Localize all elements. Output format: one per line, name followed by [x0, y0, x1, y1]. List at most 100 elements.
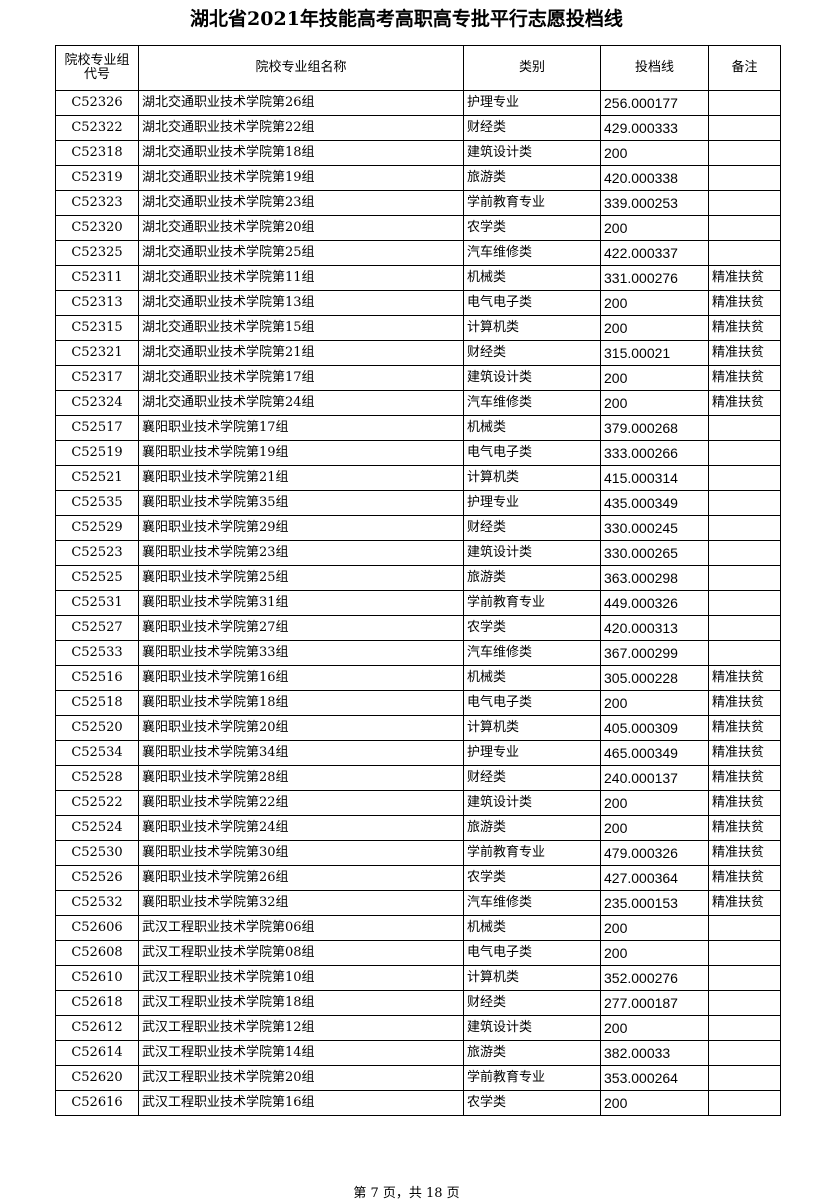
table-cell: 机械类 — [463, 915, 601, 941]
table-cell: 襄阳职业技术学院第24组 — [138, 815, 464, 841]
table-cell: 湖北交通职业技术学院第20组 — [138, 215, 464, 241]
table-cell: 湖北交通职业技术学院第11组 — [138, 265, 464, 291]
table-row: C52534 襄阳职业技术学院第34组 护理专业 465.000349 精准扶贫 — [55, 740, 781, 766]
table-cell: 449.000326 — [600, 590, 709, 616]
table-cell: C52524 — [55, 815, 139, 841]
table-cell: 湖北交通职业技术学院第22组 — [138, 115, 464, 141]
table-row: C52606 武汉工程职业技术学院第06组 机械类 200 — [55, 915, 781, 941]
table-cell: 精准扶贫 — [708, 690, 781, 716]
table-cell: 379.000268 — [600, 415, 709, 441]
column-header: 院校专业组名称 — [138, 45, 464, 91]
table-cell: 200 — [600, 790, 709, 816]
table-cell — [708, 990, 781, 1016]
table-cell: 武汉工程职业技术学院第20组 — [138, 1065, 464, 1091]
table-cell: 学前教育专业 — [463, 190, 601, 216]
table-cell: C52518 — [55, 690, 139, 716]
table-cell: C52535 — [55, 490, 139, 516]
table-cell: 精准扶贫 — [708, 840, 781, 866]
table-row: C52614 武汉工程职业技术学院第14组 旅游类 382.00033 — [55, 1040, 781, 1066]
table-cell — [708, 190, 781, 216]
table-cell: 277.000187 — [600, 990, 709, 1016]
table-cell: 电气电子类 — [463, 940, 601, 966]
table-cell: 240.000137 — [600, 765, 709, 791]
table-cell: 精准扶贫 — [708, 365, 781, 391]
table-cell: C52313 — [55, 290, 139, 316]
table-cell: 计算机类 — [463, 315, 601, 341]
table-cell: 200 — [600, 690, 709, 716]
table-row: C52608 武汉工程职业技术学院第08组 电气电子类 200 — [55, 940, 781, 966]
table-cell: 襄阳职业技术学院第29组 — [138, 515, 464, 541]
table-cell: 湖北交通职业技术学院第13组 — [138, 290, 464, 316]
table-cell: C52620 — [55, 1065, 139, 1091]
table-cell: 襄阳职业技术学院第17组 — [138, 415, 464, 441]
table-cell: 护理专业 — [463, 490, 601, 516]
table-cell: C52322 — [55, 115, 139, 141]
table-cell: 湖北交通职业技术学院第24组 — [138, 390, 464, 416]
table-cell: 财经类 — [463, 340, 601, 366]
table-cell: C52616 — [55, 1090, 139, 1116]
table-cell: 精准扶贫 — [708, 715, 781, 741]
table-cell: 电气电子类 — [463, 440, 601, 466]
table-row: C52326 湖北交通职业技术学院第26组 护理专业 256.000177 — [55, 90, 781, 116]
table-row: C52318 湖北交通职业技术学院第18组 建筑设计类 200 — [55, 140, 781, 166]
table-cell: 建筑设计类 — [463, 540, 601, 566]
table-cell: C52534 — [55, 740, 139, 766]
table-cell: 精准扶贫 — [708, 865, 781, 891]
table-cell — [708, 540, 781, 566]
table-cell: 湖北交通职业技术学院第25组 — [138, 240, 464, 266]
table-cell: 精准扶贫 — [708, 890, 781, 916]
table-cell — [708, 115, 781, 141]
table-cell: C52516 — [55, 665, 139, 691]
table-cell: 襄阳职业技术学院第22组 — [138, 790, 464, 816]
table-row: C52313 湖北交通职业技术学院第13组 电气电子类 200 精准扶贫 — [55, 290, 781, 316]
column-header: 投档线 — [600, 45, 709, 91]
table-cell: C52318 — [55, 140, 139, 166]
table-cell: C52320 — [55, 215, 139, 241]
table-row: C52323 湖北交通职业技术学院第23组 学前教育专业 339.000253 — [55, 190, 781, 216]
table-cell: C52528 — [55, 765, 139, 791]
table-row: C52521 襄阳职业技术学院第21组 计算机类 415.000314 — [55, 465, 781, 491]
table-row: C52317 湖北交通职业技术学院第17组 建筑设计类 200 精准扶贫 — [55, 365, 781, 391]
table-cell — [708, 1065, 781, 1091]
table-cell: 襄阳职业技术学院第31组 — [138, 590, 464, 616]
table-cell: 武汉工程职业技术学院第14组 — [138, 1040, 464, 1066]
table-cell: 襄阳职业技术学院第21组 — [138, 465, 464, 491]
table-cell: 计算机类 — [463, 715, 601, 741]
table-cell: C52532 — [55, 890, 139, 916]
table-cell: 305.000228 — [600, 665, 709, 691]
table-cell: 建筑设计类 — [463, 790, 601, 816]
table-row: C52533 襄阳职业技术学院第33组 汽车维修类 367.000299 — [55, 640, 781, 666]
table-cell — [708, 515, 781, 541]
table-cell: C52610 — [55, 965, 139, 991]
column-header: 院校专业组代号 — [55, 45, 139, 91]
table-row: C52315 湖北交通职业技术学院第15组 计算机类 200 精准扶贫 — [55, 315, 781, 341]
table-cell: 465.000349 — [600, 740, 709, 766]
table-cell: C52522 — [55, 790, 139, 816]
table-cell: 479.000326 — [600, 840, 709, 866]
table-cell: 精准扶贫 — [708, 765, 781, 791]
table-cell: 200 — [600, 290, 709, 316]
table-row: C52523 襄阳职业技术学院第23组 建筑设计类 330.000265 — [55, 540, 781, 566]
table-cell: 计算机类 — [463, 965, 601, 991]
table-cell — [708, 490, 781, 516]
table-cell: C52326 — [55, 90, 139, 116]
table-cell — [708, 440, 781, 466]
table-row: C52532 襄阳职业技术学院第32组 汽车维修类 235.000153 精准扶贫 — [55, 890, 781, 916]
table-cell: 200 — [600, 390, 709, 416]
column-header: 类别 — [463, 45, 601, 91]
table-cell: 护理专业 — [463, 90, 601, 116]
table-cell: 367.000299 — [600, 640, 709, 666]
table-cell: 汽车维修类 — [463, 890, 601, 916]
table-row: C52524 襄阳职业技术学院第24组 旅游类 200 精准扶贫 — [55, 815, 781, 841]
table-cell: 武汉工程职业技术学院第08组 — [138, 940, 464, 966]
table-cell: 200 — [600, 940, 709, 966]
table-cell: 湖北交通职业技术学院第19组 — [138, 165, 464, 191]
table-cell — [708, 590, 781, 616]
table-cell — [708, 240, 781, 266]
table-row: C52517 襄阳职业技术学院第17组 机械类 379.000268 — [55, 415, 781, 441]
table-cell: C52325 — [55, 240, 139, 266]
table-cell — [708, 1090, 781, 1116]
table-cell: 襄阳职业技术学院第19组 — [138, 440, 464, 466]
page-footer: 第 7 页，共 18 页 — [353, 1186, 460, 1201]
table-cell: 200 — [600, 1015, 709, 1041]
